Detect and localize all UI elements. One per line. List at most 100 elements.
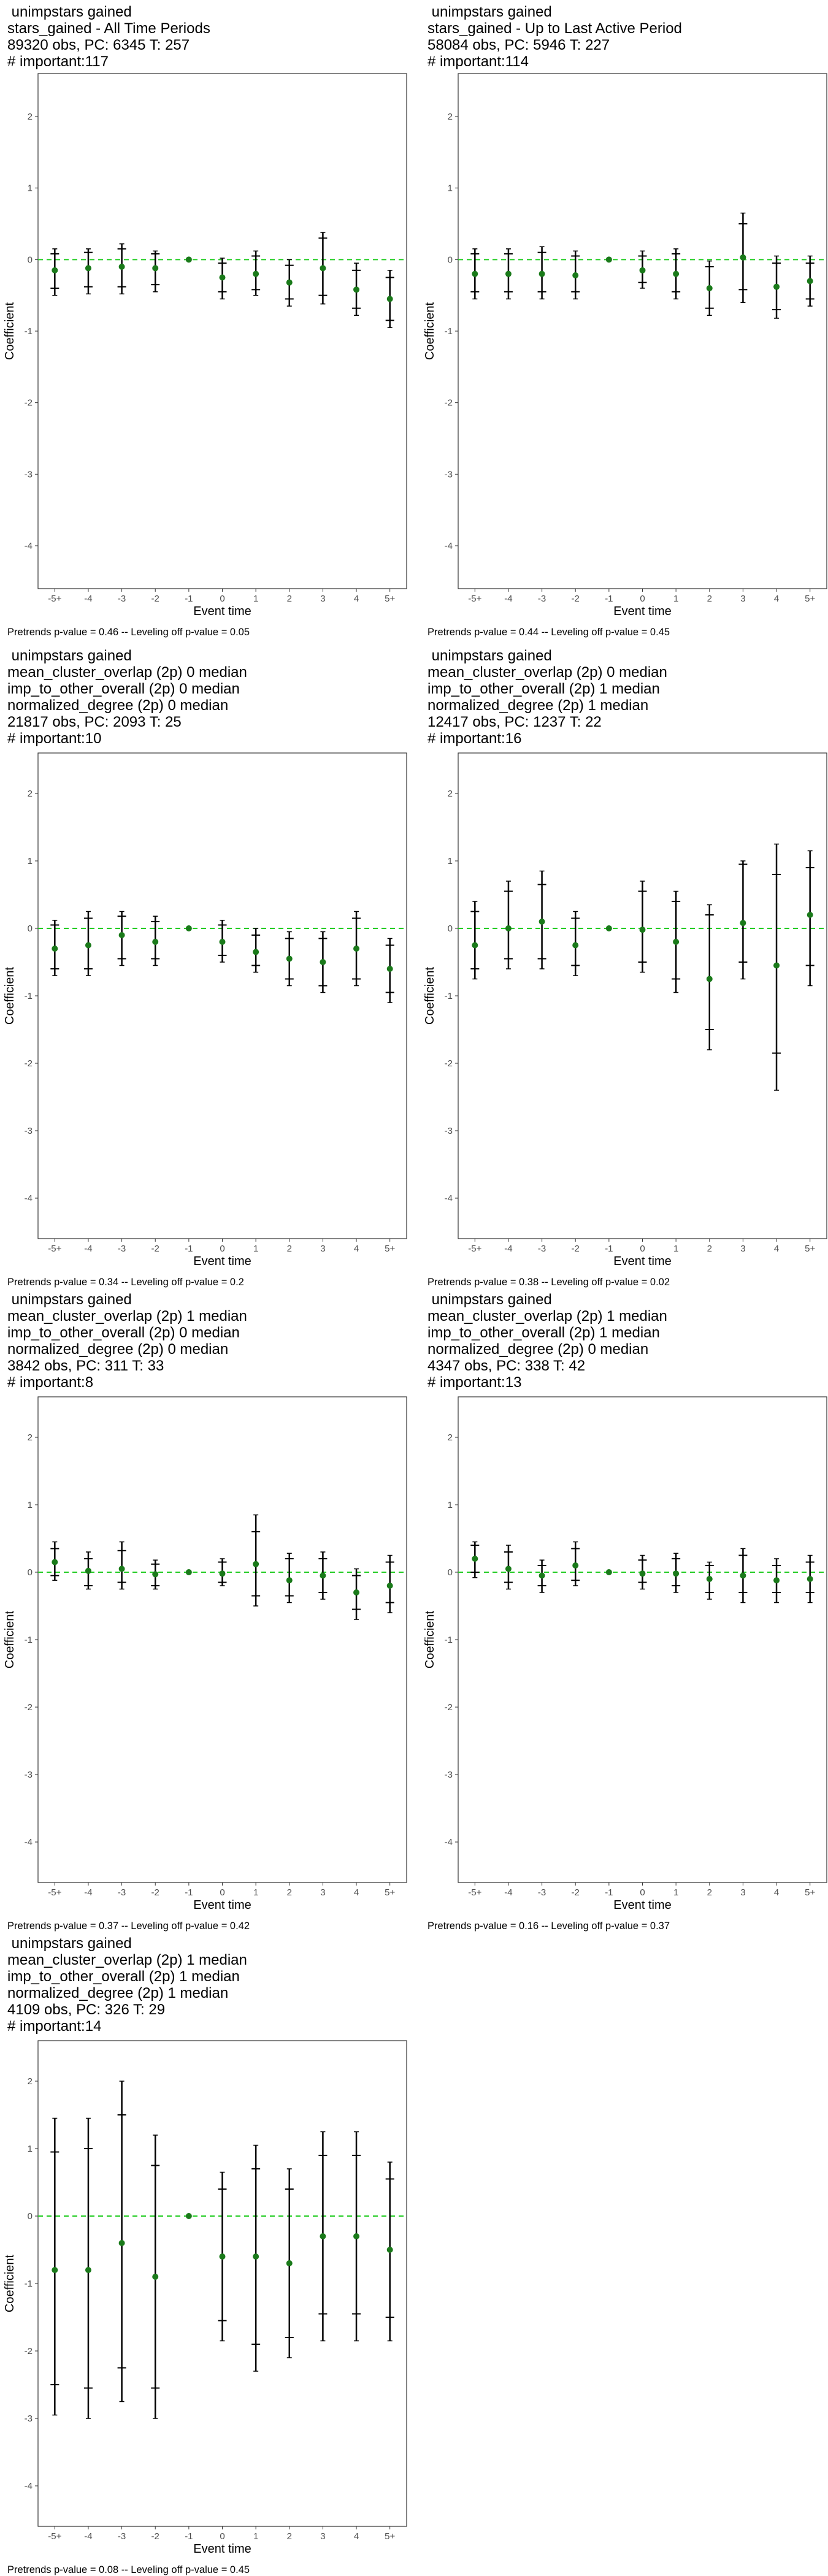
x-axis-label: Event time xyxy=(193,1898,251,1912)
x-tick-label: -2 xyxy=(572,1244,580,1254)
coefficient-point xyxy=(219,2253,226,2260)
chart-plot-area: 2 1 0 -1 -2 -3 -4 -5+ -4 -3 -2 -1 0 1 2 3 4 5+ Event time C… xyxy=(423,752,827,1268)
x-tick-label: 5+ xyxy=(805,594,815,604)
x-tick-label: 2 xyxy=(707,1244,712,1254)
chart-title-line: # important:117 xyxy=(7,53,109,70)
coefficient-point xyxy=(52,946,58,952)
x-tick-label: -5+ xyxy=(468,1244,481,1254)
coefficient-point xyxy=(386,1583,393,1589)
coefficient-point xyxy=(639,927,646,933)
y-tick-label: -4 xyxy=(25,1837,33,1848)
x-tick-label: 5+ xyxy=(385,594,395,604)
coefficient-point xyxy=(353,2233,360,2239)
coefficient-point xyxy=(572,1562,579,1569)
chart-title-line: 3842 obs, PC: 311 T: 33 xyxy=(7,1358,164,1374)
chart-title-line: mean_cluster_overlap (2p) 1 median xyxy=(7,1308,247,1324)
chart-title-line: imp_to_other_overall (2p) 1 median xyxy=(7,1968,240,1985)
x-tick-label: 1 xyxy=(253,594,258,604)
coefficient-point xyxy=(286,2260,293,2266)
x-tick-label: -3 xyxy=(118,2531,126,2542)
coefficient-point xyxy=(740,1572,746,1579)
chart-title-line: stars_gained - All Time Periods xyxy=(7,20,210,37)
chart-title-line: 4109 obs, PC: 326 T: 29 xyxy=(7,2001,166,2018)
plot-border xyxy=(37,1396,407,1883)
x-axis-label: Event time xyxy=(193,1255,251,1268)
chart-title-line: imp_to_other_overall (2p) 1 median xyxy=(427,681,660,697)
coefficient-point xyxy=(253,270,259,277)
y-tick-label: -4 xyxy=(25,541,33,551)
coefficient-point xyxy=(219,939,226,945)
x-tick-label: 5+ xyxy=(385,1244,395,1254)
coefficient-point xyxy=(85,1567,91,1574)
y-tick-label: -3 xyxy=(25,1126,33,1136)
x-tick-label: 5+ xyxy=(385,1887,395,1898)
x-tick-label: -1 xyxy=(605,1887,613,1898)
x-tick-label: -1 xyxy=(185,2531,193,2542)
y-axis-label: Coefficient xyxy=(3,302,17,360)
coefficient-point xyxy=(386,296,393,302)
coefficient-point xyxy=(706,1576,713,1582)
coefficient-point xyxy=(253,1561,259,1567)
x-tick-label: 5+ xyxy=(805,1244,815,1254)
y-tick-label: 1 xyxy=(28,183,33,194)
x-tick-label: 2 xyxy=(287,594,292,604)
chart-title: unimpstars gained mean_cluster_overlap (2… xyxy=(427,1291,826,1391)
chart-title-line: mean_cluster_overlap (2p) 1 median xyxy=(427,1308,667,1324)
coefficient-point xyxy=(505,270,512,277)
coefficient-point xyxy=(320,265,326,272)
y-tick-label: -4 xyxy=(445,1837,453,1848)
chart-panel: unimpstars gained mean_cluster_overlap (2… xyxy=(0,644,411,1288)
coefficient-point xyxy=(320,2233,326,2239)
y-tick-label: -2 xyxy=(445,1058,453,1069)
coefficient-point xyxy=(706,285,713,291)
pvalue-footnote: Pretrends p-value = 0.16 -- Leveling off… xyxy=(427,1921,670,1932)
x-tick-label: -3 xyxy=(538,1244,546,1254)
x-tick-label: -3 xyxy=(538,1887,546,1898)
y-tick-label: -1 xyxy=(25,1635,33,1645)
x-tick-label: -3 xyxy=(538,594,546,604)
plot-border xyxy=(458,1396,827,1883)
x-tick-label: 0 xyxy=(220,1887,224,1898)
chart-plot-area: 2 1 0 -1 -2 -3 -4 -5+ -4 -3 -2 -1 0 1 2 3 4 5+ Event time C… xyxy=(423,1396,827,1912)
chart-panel: unimpstars gained stars_gained - Up to La… xyxy=(420,0,828,644)
y-tick-label: 2 xyxy=(28,2076,33,2087)
chart-title-line: imp_to_other_overall (2p) 0 median xyxy=(7,1324,240,1341)
coefficient-point xyxy=(773,962,780,969)
x-tick-label: 1 xyxy=(673,594,678,604)
coefficient-point xyxy=(572,942,579,949)
coefficient-point xyxy=(286,279,293,286)
x-tick-label: 2 xyxy=(287,1244,292,1254)
x-tick-label: -1 xyxy=(185,1887,193,1898)
chart-title-line: stars_gained - Up to Last Active Period xyxy=(427,20,682,37)
y-tick-label: 0 xyxy=(448,254,453,265)
y-tick-label: -1 xyxy=(445,1635,453,1645)
y-tick-label: 1 xyxy=(28,856,33,866)
coefficient-point xyxy=(472,942,478,949)
pvalue-footnote: Pretrends p-value = 0.34 -- Leveling off… xyxy=(7,1277,244,1288)
coefficient-point xyxy=(605,1569,612,1575)
coefficient-point xyxy=(673,1570,680,1577)
coefficient-point xyxy=(639,1570,646,1577)
chart-title-line: # important:114 xyxy=(427,53,529,70)
coefficient-point xyxy=(539,1572,545,1579)
chart-plot-area: 2 1 0 -1 -2 -3 -4 -5+ -4 -3 -2 -1 0 1 2 3 4 5+ Event time C… xyxy=(3,1396,407,1912)
y-tick-label: -1 xyxy=(445,326,453,337)
chart-title: unimpstars gained stars_gained - All Time… xyxy=(7,4,406,70)
x-tick-label: -4 xyxy=(504,1887,512,1898)
coefficient-point xyxy=(185,1569,192,1575)
chart-title: unimpstars gained mean_cluster_overlap (2… xyxy=(7,1935,406,2035)
coefficient-point xyxy=(152,265,159,272)
chart-title-line: mean_cluster_overlap (2p) 1 median xyxy=(7,1952,247,1968)
chart-title-line: 21817 obs, PC: 2093 T: 25 xyxy=(7,714,182,730)
x-tick-label: 2 xyxy=(287,1887,292,1898)
x-tick-label: -1 xyxy=(605,594,613,604)
coefficient-point xyxy=(320,1572,326,1579)
chart-title-line: normalized_degree (2p) 1 median xyxy=(7,1985,229,2001)
y-tick-label: -4 xyxy=(25,1193,33,1204)
x-tick-label: 0 xyxy=(640,1887,645,1898)
chart-title: unimpstars gained mean_cluster_overlap (2… xyxy=(7,648,406,747)
pvalue-footnote: Pretrends p-value = 0.44 -- Leveling off… xyxy=(427,627,670,638)
x-tick-label: -4 xyxy=(84,2531,92,2542)
x-tick-label: 1 xyxy=(253,2531,258,2542)
y-axis-label: Coefficient xyxy=(3,2254,17,2312)
